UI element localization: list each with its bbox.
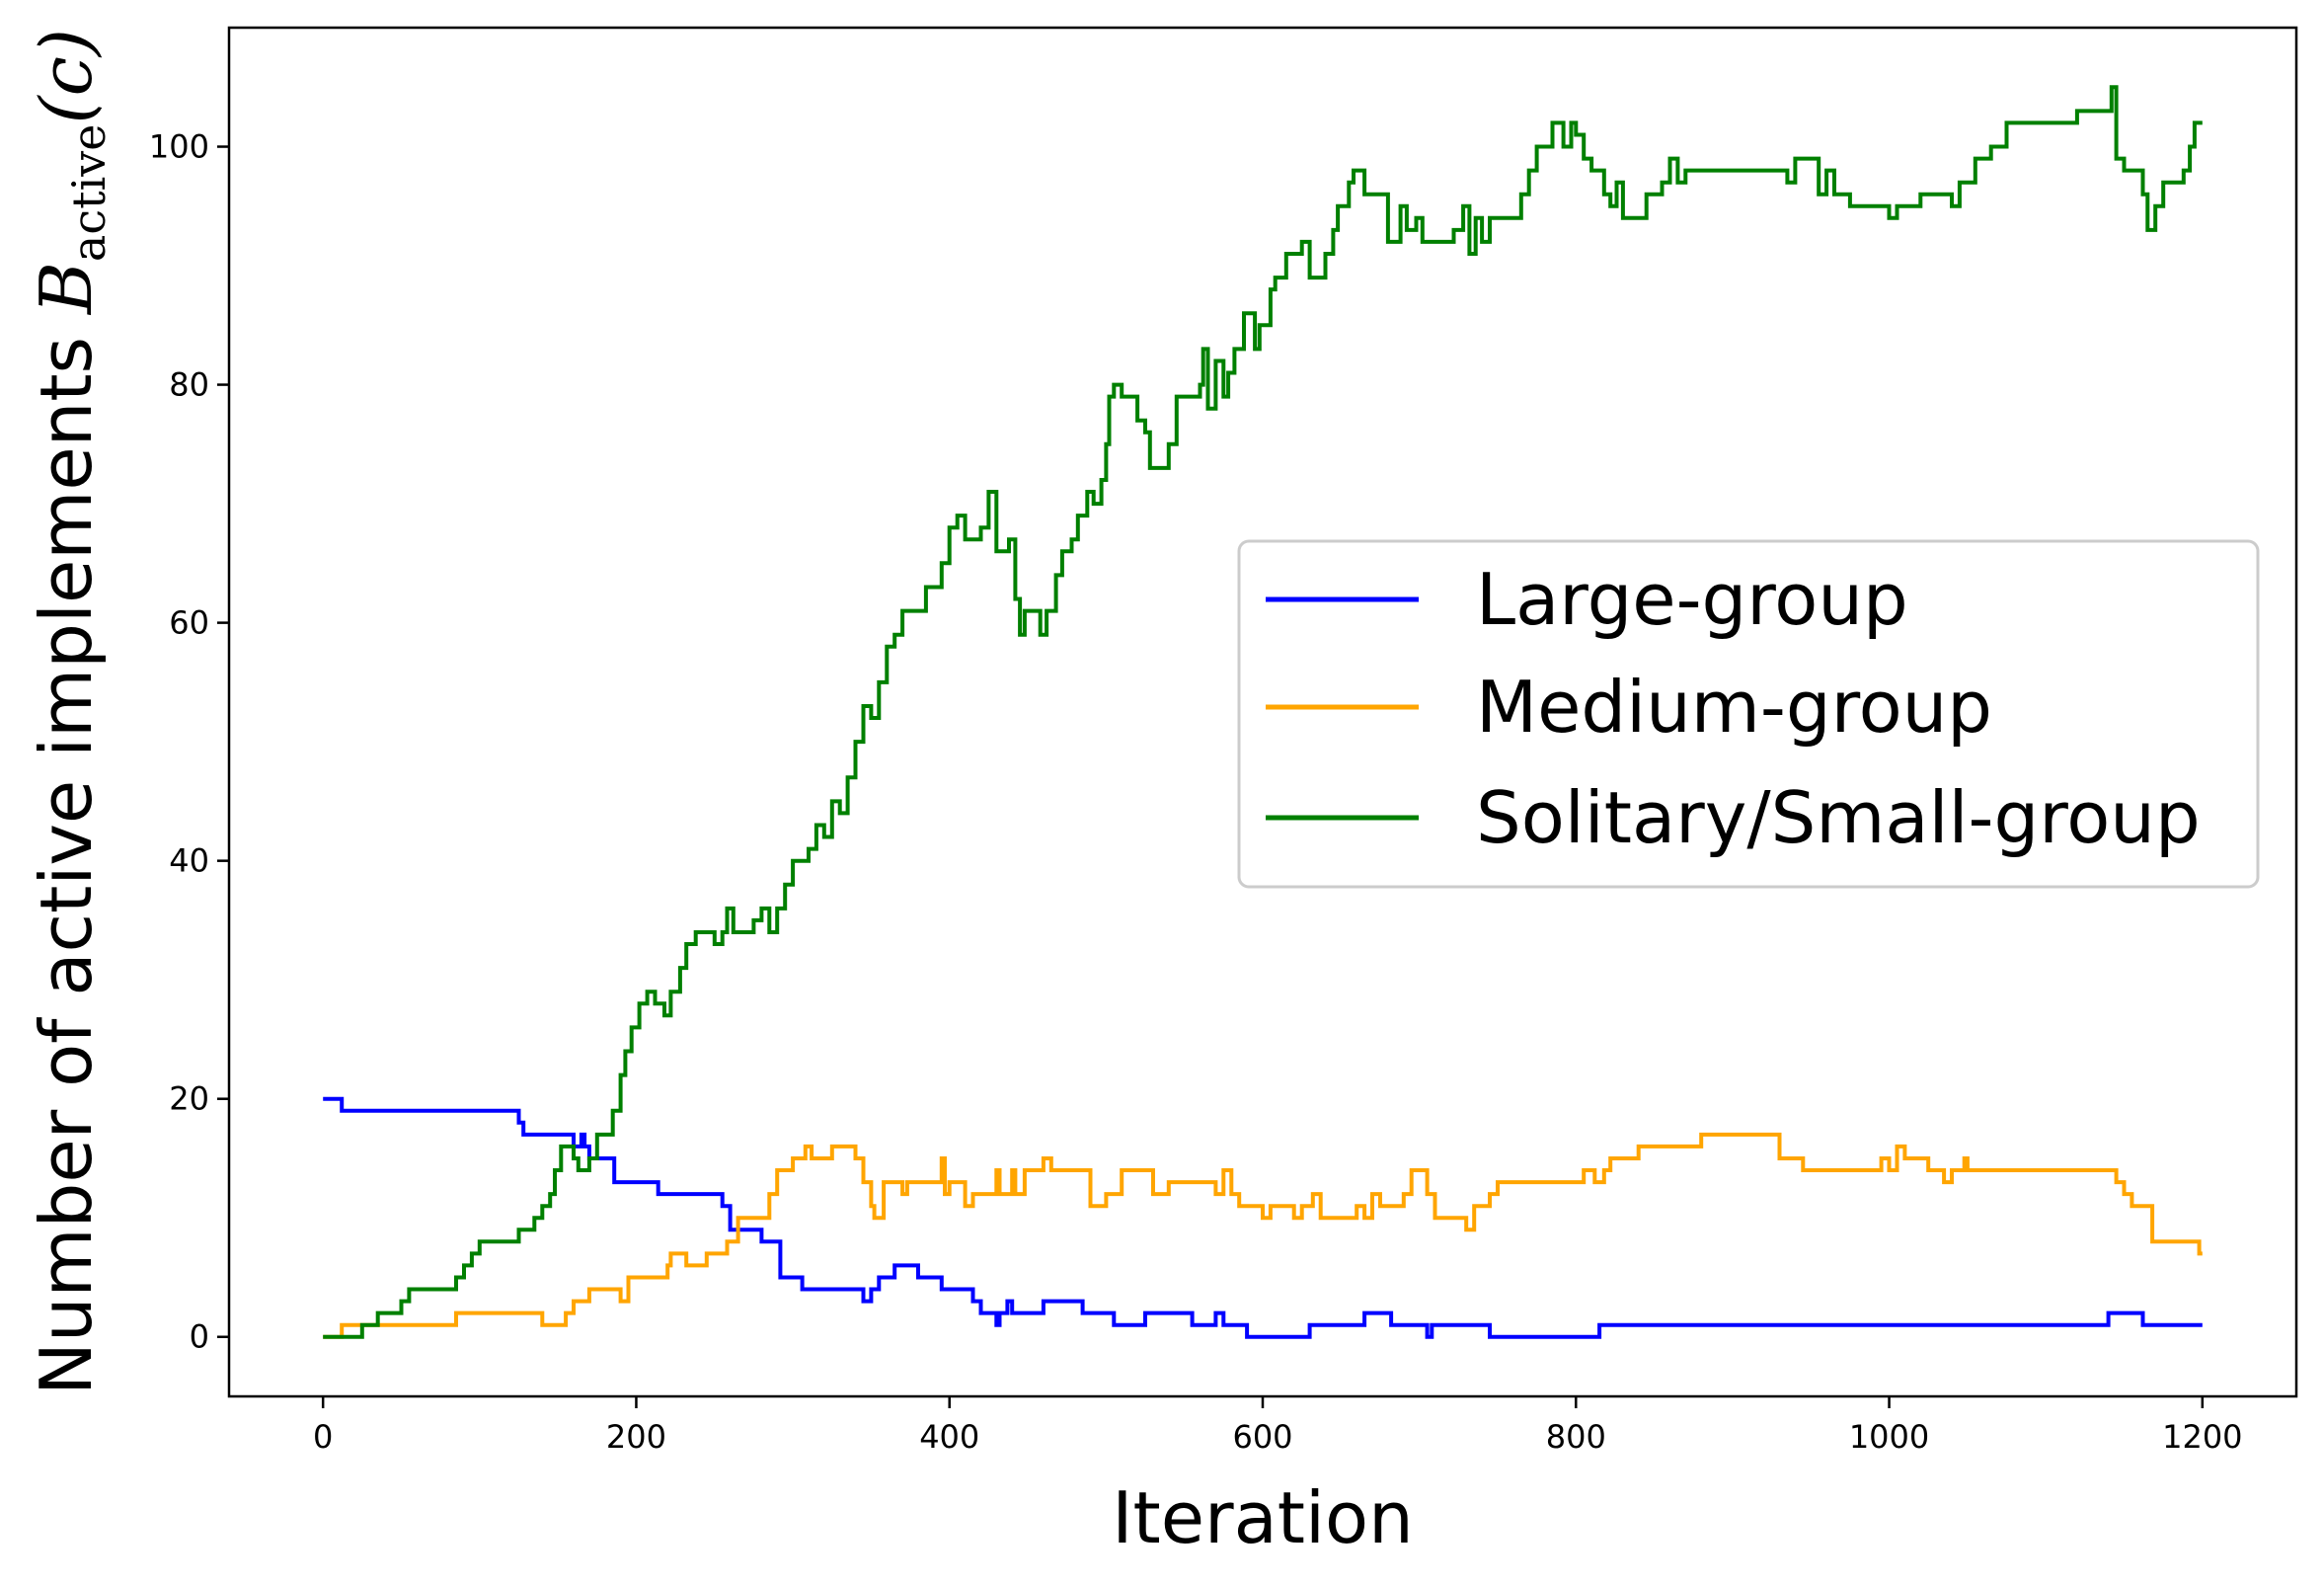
legend-box (1237, 539, 2260, 889)
ticks: 0 200 400 600 800 1000 1200 0 20 40 60 80 100 (149, 128, 2243, 1456)
y-axis-label-arg: (c) (25, 29, 108, 124)
x-axis-label: Iteration (1112, 1476, 1413, 1559)
y-tick-label: 80 (169, 366, 209, 404)
y-tick-label: 40 (169, 842, 209, 880)
x-tick-label: 800 (1546, 1418, 1606, 1456)
x-tick-label: 600 (1232, 1418, 1292, 1456)
y-axis-label-symbol: B (25, 262, 108, 316)
y-axis-label-text: Number of active implements (25, 314, 108, 1395)
legend: Large-group Medium-group Solitary/Small-gr… (1237, 539, 2260, 889)
legend-label: Medium-group (1476, 666, 1992, 749)
legend-label: Large-group (1476, 558, 1908, 641)
y-tick-label: 100 (149, 128, 209, 166)
x-tick-label: 200 (606, 1418, 666, 1456)
plot-frame (227, 26, 2298, 1398)
plot-lines (323, 85, 2203, 1339)
y-tick-label: 20 (169, 1080, 209, 1118)
y-axis-label-subscript: active (62, 124, 116, 263)
legend-items: Large-group Medium-group Solitary/Small-gr… (1266, 558, 2201, 859)
x-tick-label: 1200 (2162, 1418, 2242, 1456)
x-tick-label: 400 (919, 1418, 979, 1456)
x-tick-label: 1000 (1849, 1418, 1929, 1456)
legend-label: Solitary/Small-group (1476, 776, 2201, 859)
series-line-large-group (323, 1096, 2203, 1339)
y-axis-label: Number of active implements Bactive(c) (25, 29, 116, 1395)
series-line-solitary-small-group (323, 85, 2203, 1339)
x-tick-label: 0 (313, 1418, 333, 1456)
y-tick-label: 60 (169, 604, 209, 642)
series-line-medium-group (323, 1132, 2203, 1339)
y-tick-label: 0 (190, 1318, 209, 1356)
